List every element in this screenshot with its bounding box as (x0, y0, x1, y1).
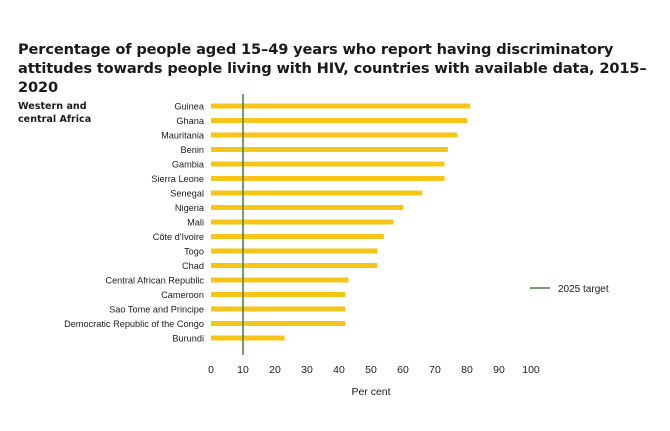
legend-label: 2025 target (558, 284, 609, 295)
bar-gambia (211, 161, 445, 167)
bar-benin (211, 147, 448, 152)
x-tick-label: 10 (237, 364, 249, 376)
region-label: Western and central Africa (18, 101, 91, 125)
x-tick-label: 100 (522, 364, 540, 376)
chart-title: Percentage of people aged 15–49 years wh… (18, 41, 647, 96)
category-label: Senegal (170, 188, 204, 198)
category-label: Mauritania (161, 130, 205, 140)
bar-senegal (211, 190, 423, 196)
category-label: Chad (182, 261, 204, 271)
category-label: Togo (184, 246, 204, 256)
bar-mauritania (211, 132, 458, 138)
category-labels: Guinea Ghana Mauritania Benin Gambia Sierra L… (64, 101, 205, 343)
x-tick-label: 90 (493, 364, 505, 376)
bar-ghana (211, 118, 467, 123)
region-label-line-1: Western and (18, 101, 87, 112)
category-label: Sao Tome and Principe (109, 304, 204, 314)
x-tick-label: 20 (269, 364, 281, 376)
bar-central-african-republic (211, 277, 349, 283)
bar-nigeria (211, 205, 403, 210)
bar-cameroon (211, 292, 346, 297)
category-label: Ghana (176, 116, 204, 126)
legend: 2025 target (530, 284, 609, 295)
category-label: Côte d'Ivoire (153, 232, 204, 242)
x-tick-label: 30 (301, 364, 313, 376)
bar-c-te-d-ivoire (211, 234, 384, 239)
x-tick-label: 50 (365, 364, 377, 376)
bar-togo (211, 248, 378, 254)
bar-burundi (211, 335, 285, 341)
bar-sao-tome-and-principe (211, 306, 346, 312)
bar-democratic-republic-of-the-congo (211, 321, 346, 326)
category-label: Central African Republic (105, 275, 204, 285)
category-label: Guinea (174, 101, 205, 111)
x-axis-label: Per cent (351, 386, 390, 398)
x-axis-ticks: 0 10 20 30 40 50 60 70 80 90 100 (208, 364, 540, 376)
category-label: Cameroon (161, 290, 204, 300)
region-label-line-2: central Africa (18, 114, 91, 125)
category-label: Democratic Republic of the Congo (64, 319, 204, 329)
x-tick-label: 70 (429, 364, 441, 376)
x-tick-label: 80 (461, 364, 473, 376)
category-label: Benin (181, 145, 205, 155)
bar-mali (211, 219, 394, 225)
bar-guinea (211, 103, 471, 109)
category-label: Sierra Leone (151, 174, 204, 184)
x-tick-label: 60 (397, 364, 409, 376)
category-label: Nigeria (175, 203, 205, 213)
category-label: Mali (187, 217, 204, 227)
category-label: Burundi (172, 333, 204, 343)
x-tick-label: 40 (333, 364, 345, 376)
bars-group (211, 103, 471, 341)
bar-sierra-leone (211, 176, 445, 181)
x-tick-label: 0 (208, 364, 214, 376)
bar-chad (211, 263, 378, 268)
category-label: Gambia (172, 159, 205, 169)
